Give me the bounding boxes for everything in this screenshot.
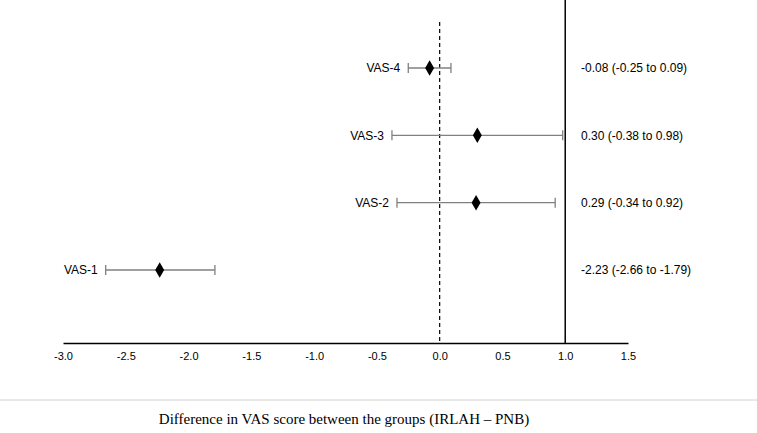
tick-label: 1.0 xyxy=(558,350,573,362)
category-label: VAS-4 xyxy=(366,61,400,75)
tick: -1.5 xyxy=(242,343,261,362)
ci-cap xyxy=(408,63,409,73)
point-estimate xyxy=(155,262,164,278)
tick-label: 0.5 xyxy=(495,350,510,362)
point-estimate xyxy=(473,128,482,144)
tick: 1.5 xyxy=(621,343,636,362)
tick-label: -2.5 xyxy=(117,350,136,362)
value-label: -0.08 (-0.25 to 0.09) xyxy=(581,61,687,75)
tick-label: -3.0 xyxy=(54,350,73,362)
ci-cap xyxy=(105,265,106,275)
point-estimate xyxy=(425,60,434,76)
title: Difference in VAS score between the grou… xyxy=(159,411,529,428)
tick-label: -0.5 xyxy=(368,350,387,362)
category-label: VAS-2 xyxy=(355,196,389,210)
tick: -2.0 xyxy=(180,343,199,362)
axis-line xyxy=(64,343,629,345)
tick: -3.0 xyxy=(54,343,73,362)
category-label: VAS-1 xyxy=(64,263,98,277)
tick-label: 0.0 xyxy=(433,350,448,362)
tick: -1.0 xyxy=(305,343,324,362)
tick-label: -2.0 xyxy=(180,350,199,362)
reference-line xyxy=(564,0,566,343)
point-estimate xyxy=(472,195,481,211)
tick: 1.0 xyxy=(558,343,573,362)
reference-lines xyxy=(440,0,566,343)
tick: 0.0 xyxy=(433,343,448,362)
ci-cap xyxy=(450,63,451,73)
separator xyxy=(0,400,757,401)
tick-label: -1.0 xyxy=(305,350,324,362)
value-label: -2.23 (-2.66 to -1.79) xyxy=(581,263,691,277)
tick: -2.5 xyxy=(117,343,136,362)
ci-cap xyxy=(555,198,556,208)
reference-line xyxy=(439,22,440,343)
x-axis: -3.0 -2.5 -2.0 -1.5 -1.0 -0.5 0.0 0.5 1.0 1.5 xyxy=(54,343,636,362)
tick: 0.5 xyxy=(495,343,510,362)
tick: -0.5 xyxy=(368,343,387,362)
value-label: 0.30 (-0.38 to 0.98) xyxy=(581,129,683,143)
ci-cap xyxy=(396,198,397,208)
tick-label: 1.5 xyxy=(621,350,636,362)
chart: -3.0 -2.5 -2.0 -1.5 -1.0 -0.5 0.0 0.5 1.0 1.5 VAS-… xyxy=(0,0,757,433)
tick-label: -1.5 xyxy=(242,350,261,362)
ci-cap xyxy=(214,265,215,275)
plot-area xyxy=(106,60,563,278)
category-label: VAS-3 xyxy=(350,129,384,143)
ci-cap xyxy=(391,130,392,140)
value-label: 0.29 (-0.34 to 0.92) xyxy=(581,196,683,210)
labels: VAS-4 VAS-3 VAS-2 VAS-1 -0.08 (-0.25 to 0.09… xyxy=(64,61,691,277)
ci-cap xyxy=(562,130,563,140)
